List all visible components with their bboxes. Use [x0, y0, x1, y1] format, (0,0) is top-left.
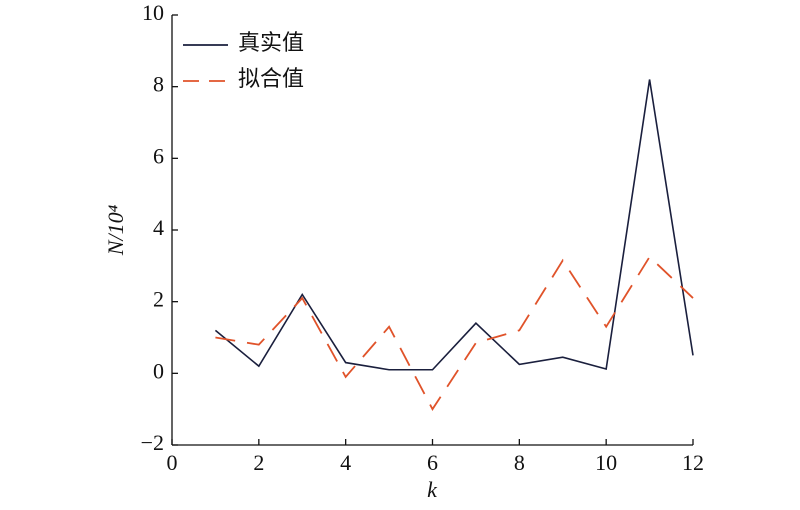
x-tick-label: 2 [253, 450, 264, 475]
series-line [215, 255, 694, 411]
y-tick-label: 2 [153, 287, 164, 312]
y-tick-label: 4 [153, 215, 164, 240]
x-axis-label: k [427, 477, 438, 502]
y-tick-label: −2 [141, 430, 164, 455]
y-tick-label: 8 [153, 72, 164, 97]
legend-label: 真实值 [238, 30, 304, 55]
x-tick-label: 4 [340, 450, 351, 475]
x-tick-label: 8 [514, 450, 525, 475]
y-tick-label: 0 [153, 358, 164, 383]
x-tick-label: 6 [427, 450, 438, 475]
x-tick-label: 10 [595, 450, 617, 475]
series-line [214, 79, 694, 371]
x-tick-label: 0 [167, 450, 178, 475]
x-tick-label: 12 [682, 450, 704, 475]
legend-label: 拟合值 [238, 66, 304, 91]
y-tick-label: 10 [142, 0, 164, 25]
y-axis-label: N/10⁴ [103, 204, 128, 256]
y-tick-label: 6 [153, 143, 164, 168]
